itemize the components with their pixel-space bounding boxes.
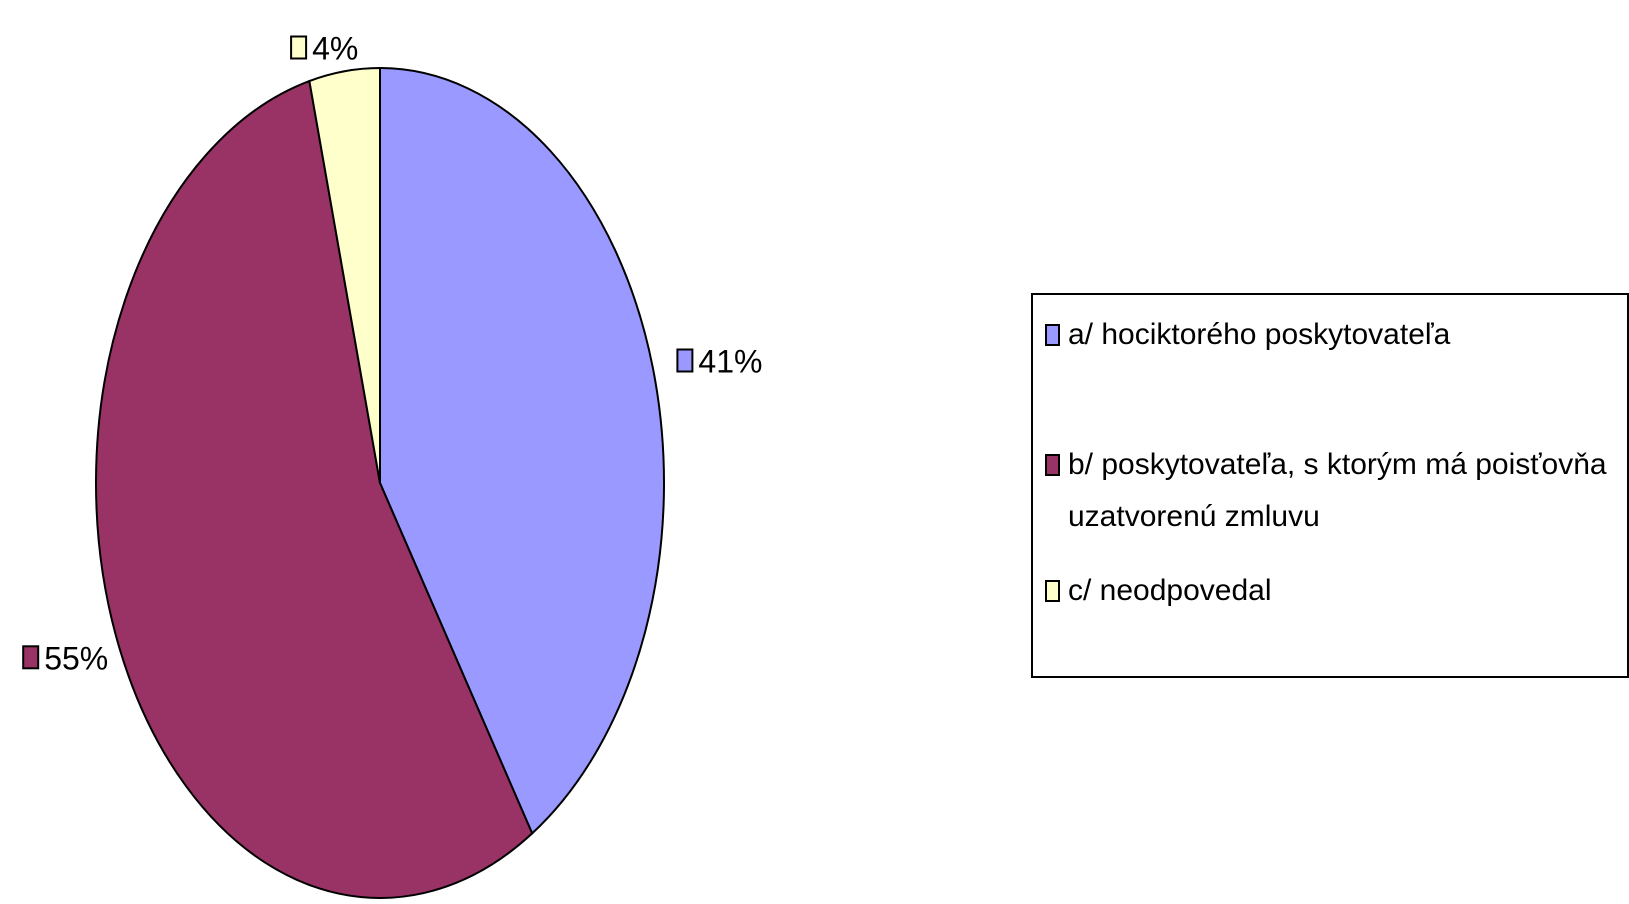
legend-swatch-b [1045, 454, 1060, 476]
data-label-swatch-c [290, 35, 308, 60]
data-label-swatch-a [676, 348, 694, 373]
legend-label-c: c/ neodpovedal [1068, 574, 1272, 607]
pie-slices [95, 66, 665, 899]
data-label-swatch-b [22, 645, 40, 670]
data-label-b: 55% [22, 640, 108, 676]
legend-label-a: a/ hociktorého poskytovateľa [1068, 318, 1451, 351]
legend-item-a: a/ hociktorého poskytovateľa [1045, 309, 1628, 361]
legend-swatch-c [1045, 580, 1060, 602]
data-label-text-a: 41% [698, 344, 762, 380]
data-labels: 41% 55% 4% [22, 31, 762, 676]
pie-slice-a [379, 66, 665, 836]
legend-swatch-a [1045, 324, 1060, 346]
legend: a/ hociktorého poskytovateľa b/ poskytov… [1031, 293, 1629, 678]
data-label-text-b: 55% [44, 640, 108, 676]
legend-label-b: b/ poskytovateľa, s ktorým má poisťovňa … [1068, 448, 1607, 533]
data-label-a: 41% [676, 344, 762, 380]
data-label-text-c: 4% [312, 31, 358, 67]
data-label-c: 4% [290, 31, 358, 67]
legend-item-b: b/ poskytovateľa, s ktorým má poisťovňa … [1045, 439, 1628, 543]
pie-slice-b [95, 79, 534, 899]
legend-item-c: c/ neodpovedal [1045, 565, 1628, 617]
pie-slice-c [308, 66, 381, 484]
